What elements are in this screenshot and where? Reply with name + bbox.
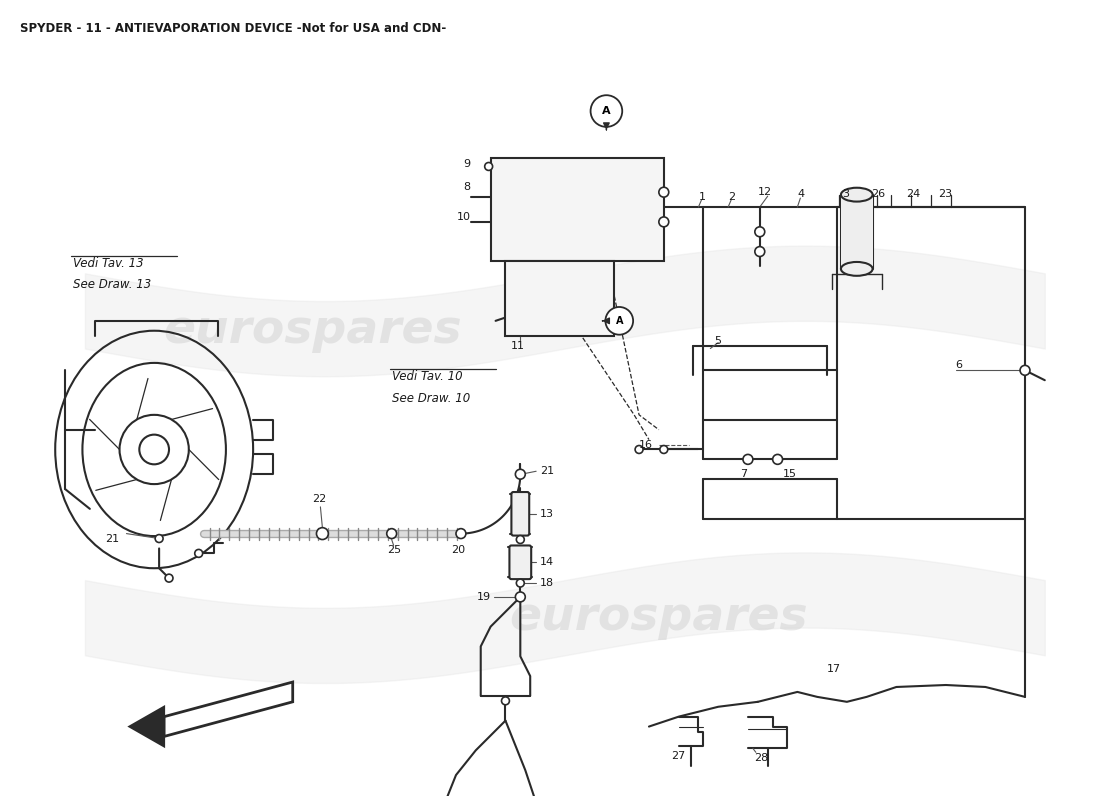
- Text: 16: 16: [639, 439, 653, 450]
- Text: 24: 24: [906, 189, 921, 199]
- Text: 20: 20: [451, 546, 465, 555]
- Circle shape: [165, 574, 173, 582]
- Text: 18: 18: [540, 578, 554, 588]
- Text: Vedi Tav. 13: Vedi Tav. 13: [73, 257, 144, 270]
- Circle shape: [591, 95, 623, 127]
- Text: 11: 11: [510, 341, 525, 350]
- Text: 14: 14: [540, 558, 554, 567]
- Text: 7: 7: [740, 470, 747, 479]
- Text: See Draw. 10: See Draw. 10: [392, 392, 470, 405]
- Text: 21: 21: [540, 466, 554, 476]
- Circle shape: [485, 162, 493, 170]
- FancyBboxPatch shape: [512, 492, 529, 535]
- Circle shape: [516, 592, 526, 602]
- Circle shape: [195, 550, 202, 558]
- Text: 4: 4: [798, 189, 804, 199]
- Text: 5: 5: [714, 336, 722, 346]
- Circle shape: [755, 227, 764, 237]
- Circle shape: [1021, 366, 1028, 374]
- Text: 23: 23: [938, 189, 952, 199]
- Text: 19: 19: [476, 592, 491, 602]
- Bar: [491, 158, 663, 262]
- Text: 28: 28: [754, 754, 768, 763]
- Text: 1: 1: [698, 192, 705, 202]
- Text: 8: 8: [464, 182, 471, 192]
- Circle shape: [387, 529, 397, 538]
- Circle shape: [155, 534, 163, 542]
- Polygon shape: [164, 682, 293, 737]
- Circle shape: [659, 187, 669, 197]
- Polygon shape: [130, 706, 164, 746]
- Bar: [506, 262, 614, 336]
- Circle shape: [140, 434, 169, 464]
- Circle shape: [742, 454, 752, 464]
- Circle shape: [659, 217, 669, 227]
- Circle shape: [605, 307, 634, 334]
- Ellipse shape: [840, 188, 872, 202]
- Circle shape: [516, 579, 525, 587]
- Circle shape: [755, 246, 764, 257]
- Text: eurospares: eurospares: [163, 308, 462, 354]
- Circle shape: [516, 535, 525, 543]
- Text: Vedi Tav. 10: Vedi Tav. 10: [392, 370, 462, 383]
- Text: 9: 9: [464, 159, 471, 170]
- FancyBboxPatch shape: [509, 546, 531, 579]
- Text: 17: 17: [827, 664, 842, 674]
- Text: 2: 2: [728, 192, 735, 202]
- Text: A: A: [602, 106, 610, 116]
- Circle shape: [660, 446, 668, 454]
- Text: 3: 3: [842, 189, 849, 199]
- Ellipse shape: [840, 262, 872, 276]
- Text: See Draw. 13: See Draw. 13: [73, 278, 152, 291]
- Text: SPYDER - 11 - ANTIEVAPORATION DEVICE -Not for USA and CDN-: SPYDER - 11 - ANTIEVAPORATION DEVICE -No…: [20, 22, 446, 35]
- Text: 10: 10: [456, 212, 471, 222]
- Text: 12: 12: [758, 187, 772, 197]
- Text: 6: 6: [956, 360, 962, 370]
- Text: 13: 13: [540, 509, 554, 519]
- Circle shape: [516, 470, 526, 479]
- Circle shape: [456, 529, 466, 538]
- Text: eurospares: eurospares: [509, 595, 808, 640]
- Circle shape: [317, 528, 328, 539]
- Text: 21: 21: [104, 534, 119, 543]
- Circle shape: [502, 697, 509, 705]
- Circle shape: [635, 446, 643, 454]
- Bar: [840, 194, 872, 269]
- Text: 22: 22: [312, 494, 327, 504]
- Circle shape: [772, 454, 782, 464]
- Circle shape: [120, 415, 189, 484]
- Text: 25: 25: [387, 546, 400, 555]
- Text: 27: 27: [671, 751, 685, 762]
- Text: 26: 26: [871, 189, 886, 199]
- Text: A: A: [616, 316, 623, 326]
- Circle shape: [1020, 366, 1030, 375]
- Text: 15: 15: [782, 470, 796, 479]
